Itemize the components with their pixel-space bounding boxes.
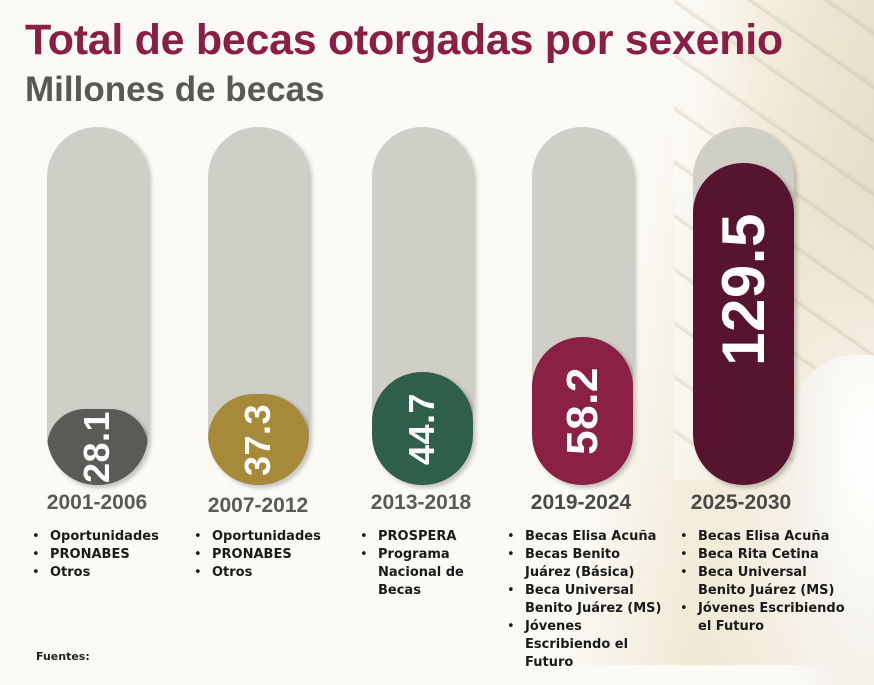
bar-value: 28.1 <box>76 410 118 484</box>
chart-subtitle: Millones de becas <box>25 70 325 109</box>
program-list: Becas Elisa Acuña Becas Benito Juárez (B… <box>505 528 670 672</box>
period-label: 2013-2018 <box>370 491 472 514</box>
bar-column-2019-2024: 58.2 <box>532 127 633 485</box>
program-item: Becas Elisa Acuña <box>678 528 848 546</box>
bar-value: 58.2 <box>557 367 607 455</box>
program-item: Jóvenes Escribiendo el Futuro <box>678 600 848 636</box>
bar-fill: 28.1 <box>47 409 148 485</box>
bar-fill: 37.3 <box>208 394 309 485</box>
bar-value: 37.3 <box>237 403 279 476</box>
program-item: Becas Benito Juárez (Básica) <box>505 546 670 582</box>
program-list: Oportunidades PRONABES Otros <box>192 528 352 582</box>
program-item: Becas Elisa Acuña <box>505 528 670 546</box>
program-item: PRONABES <box>192 546 352 564</box>
bar-track: 129.5 <box>693 127 794 485</box>
bar-column-2025-2030: 129.5 <box>693 127 794 485</box>
bar-track: 37.3 <box>208 127 309 485</box>
period-label: 2025-2030 <box>690 491 792 514</box>
bar-track: 58.2 <box>532 127 633 485</box>
bar-fill: 58.2 <box>532 337 633 485</box>
bar-value: 44.7 <box>401 392 443 465</box>
program-item: Oportunidades <box>192 528 352 546</box>
program-item: PROSPERA <box>358 528 478 546</box>
bar-fill: 129.5 <box>693 163 794 485</box>
period-label: 2001-2006 <box>46 491 148 514</box>
bar-track: 28.1 <box>47 127 148 485</box>
program-item: PRONABES <box>30 546 190 564</box>
program-item: Otros <box>192 564 352 582</box>
bar-track: 44.7 <box>372 127 473 485</box>
bar-column-2007-2012: 37.3 <box>208 127 309 485</box>
bar-column-2013-2018: 44.7 <box>372 127 473 485</box>
program-item: Beca Universal Benito Juárez (MS) <box>678 564 848 600</box>
program-list: PROSPERA Programa Nacional de Becas <box>358 528 478 600</box>
program-item: Oportunidades <box>30 528 190 546</box>
program-item: Jóvenes Escribiendo el Futuro <box>505 618 670 672</box>
program-list: Oportunidades PRONABES Otros <box>30 528 190 582</box>
chart-title: Total de becas otorgadas por sexenio <box>25 16 783 64</box>
bar-fill: 44.7 <box>372 372 473 485</box>
program-item: Programa Nacional de Becas <box>358 546 478 600</box>
program-item: Beca Universal Benito Juárez (MS) <box>505 582 670 618</box>
sources-label: Fuentes: <box>36 650 90 663</box>
period-label: 2007-2012 <box>207 494 309 517</box>
program-list: Becas Elisa Acuña Beca Rita Cetina Beca … <box>678 528 848 636</box>
bar-column-2001-2006: 28.1 <box>47 127 148 485</box>
program-item: Otros <box>30 564 190 582</box>
period-label: 2019-2024 <box>530 491 632 514</box>
program-item: Beca Rita Cetina <box>678 546 848 564</box>
bar-value: 129.5 <box>710 212 777 366</box>
